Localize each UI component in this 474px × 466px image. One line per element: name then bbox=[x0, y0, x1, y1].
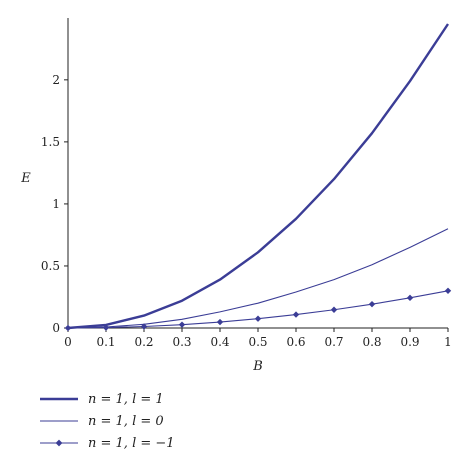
y-tick-label: 1.5 bbox=[41, 135, 60, 149]
data-point-marker bbox=[178, 321, 186, 328]
x-tick-label: 0 bbox=[64, 335, 72, 349]
legend-label: n = 1, l = −1 bbox=[88, 435, 175, 451]
x-tick-label: 0.1 bbox=[96, 335, 115, 349]
x-tick-label: 1 bbox=[444, 335, 452, 349]
y-tick-label: 0 bbox=[52, 321, 60, 335]
x-tick-label: 0.9 bbox=[400, 335, 419, 349]
data-point-marker bbox=[254, 315, 262, 322]
legend-item: n = 1, l = 0 bbox=[38, 410, 175, 432]
x-tick-label: 0.5 bbox=[248, 335, 267, 349]
series-line-2 bbox=[67, 228, 449, 329]
data-point-marker bbox=[140, 323, 148, 330]
y-axis-title: E bbox=[20, 171, 31, 186]
y-tick-label: 1 bbox=[52, 197, 60, 211]
data-point-marker bbox=[102, 324, 110, 331]
x-tick-label: 0.8 bbox=[362, 335, 381, 349]
data-point-marker bbox=[406, 294, 414, 302]
y-tick-label: 0.5 bbox=[41, 259, 60, 273]
x-axis-title: B bbox=[252, 359, 263, 374]
data-point-marker bbox=[216, 318, 224, 326]
x-tick-label: 0.4 bbox=[210, 335, 229, 349]
data-point-marker bbox=[444, 287, 452, 294]
series-line-1 bbox=[67, 23, 449, 330]
x-tick-label: 0.2 bbox=[134, 335, 153, 349]
series-line-3 bbox=[67, 290, 449, 329]
legend-item: n = 1, l = 1 bbox=[38, 388, 175, 410]
legend-marker bbox=[55, 439, 63, 447]
data-point-marker bbox=[292, 311, 300, 318]
y-tick-label: 2 bbox=[52, 73, 60, 87]
legend-swatch-thin bbox=[40, 420, 78, 422]
data-point-marker bbox=[64, 324, 72, 332]
legend-label: n = 1, l = 0 bbox=[88, 413, 164, 429]
x-tick-label: 0.3 bbox=[172, 335, 191, 349]
data-point-marker bbox=[330, 306, 338, 313]
legend-swatch-marker bbox=[40, 439, 78, 447]
chart: 0 0.1 0.2 0.3 0.4 0.5 0.6 0.7 0.8 0.9 1 0 0.5 1 1.5 2 B E bbox=[20, 18, 452, 374]
data-point-marker bbox=[368, 300, 376, 308]
x-tick-label: 0.6 bbox=[286, 335, 305, 349]
legend-item: n = 1, l = −1 bbox=[38, 432, 175, 454]
legend-label: n = 1, l = 1 bbox=[88, 391, 164, 407]
x-tick-label: 0.7 bbox=[324, 335, 343, 349]
legend: n = 1, l = 1 n = 1, l = 0 n = 1, l = −1 bbox=[38, 388, 175, 454]
legend-swatch-thick bbox=[40, 397, 78, 401]
